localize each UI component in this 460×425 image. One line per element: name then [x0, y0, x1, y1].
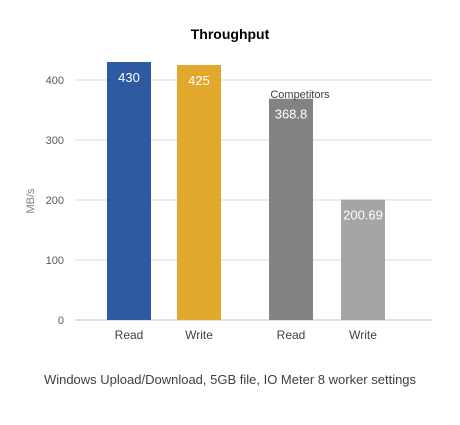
- x-tick-labels: Read Write Read Write: [115, 328, 378, 342]
- group-label-competitors: Competitors: [270, 89, 330, 101]
- y-tick-label: 100: [46, 255, 64, 267]
- y-tick-label: 300: [46, 135, 64, 147]
- bar-value-label: 425: [188, 73, 210, 88]
- x-tick-label: Write: [185, 328, 213, 342]
- x-tick-label: Write: [349, 328, 377, 342]
- y-tick-labels: 0 100 200 300 400: [46, 75, 64, 327]
- chart-caption: Windows Upload/Download, 5GB file, IO Me…: [43, 372, 417, 387]
- bars: [107, 62, 385, 320]
- bar-value-label: 430: [118, 70, 140, 85]
- bar-2: [269, 98, 313, 320]
- y-axis-label: MB/s: [25, 188, 37, 214]
- bar-3: [341, 199, 385, 320]
- x-tick-label: Read: [115, 328, 144, 342]
- y-tick-label: 400: [46, 75, 64, 87]
- bar-value-label: 200.69: [343, 208, 383, 223]
- bar-value-label: 368.8: [275, 107, 308, 122]
- bar-0: [107, 62, 151, 320]
- bar-1: [177, 65, 221, 320]
- y-tick-label: 200: [46, 195, 64, 207]
- y-tick-label: 0: [58, 315, 64, 327]
- x-tick-label: Read: [277, 328, 306, 342]
- chart-title: Throughput: [191, 26, 270, 42]
- data-labels: 430 425 368.8 200.69: [118, 70, 383, 223]
